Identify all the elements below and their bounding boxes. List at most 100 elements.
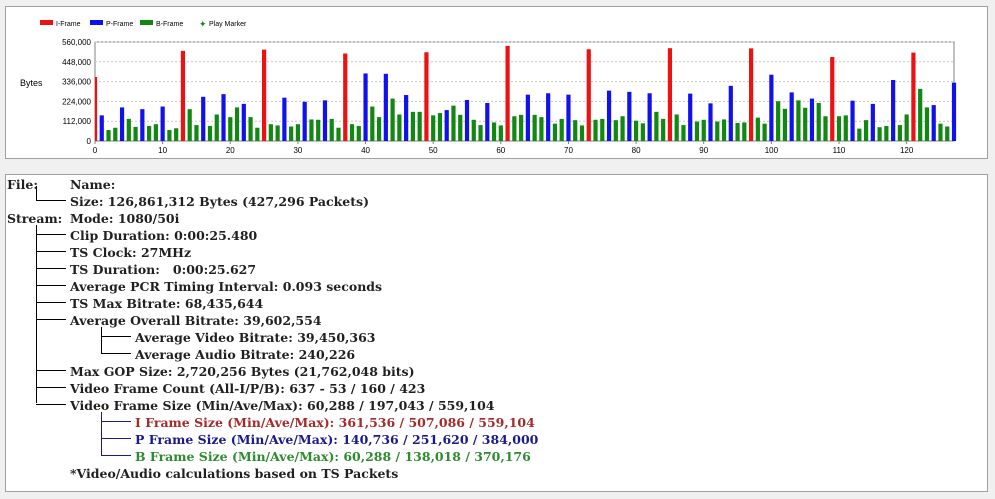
legend-label: B-Frame	[156, 21, 183, 28]
p-frame-bar	[546, 93, 551, 141]
pcr-interval-node[interactable]: Average PCR Timing Interval: 0.093 secon…	[70, 278, 382, 295]
audio-bitrate-text: Average Audio Bitrate: 240,226	[135, 347, 356, 362]
video-bitrate-node[interactable]: Average Video Bitrate: 39,450,363	[135, 329, 376, 346]
b-frame-bar	[478, 125, 483, 141]
p-frame-bar	[464, 99, 470, 141]
b-frame-bar	[471, 119, 476, 141]
stream-key: Stream:	[7, 211, 63, 226]
tree-connector	[36, 186, 37, 200]
p-frame-bar	[302, 101, 307, 141]
b-frame-bar	[431, 115, 436, 141]
legend-label: Play Marker	[209, 21, 247, 28]
overall-bitrate-node[interactable]: Average Overall Bitrate: 39,602,554	[70, 312, 322, 329]
file-key: File:	[7, 177, 38, 192]
b-frame-bar	[491, 122, 497, 141]
p-frame-bar	[809, 98, 815, 141]
b-frame-bar	[458, 114, 463, 141]
b-frame-bar	[640, 123, 645, 141]
tree-connector	[36, 387, 66, 388]
b-frame-bar	[174, 128, 179, 141]
frame-count-text: Video Frame Count (All-I/P/B): 637 - 53 …	[70, 381, 426, 396]
file-size-node[interactable]: Size: 126,861,312 Bytes (427,296 Packets…	[70, 193, 369, 210]
p-frame-bar	[525, 94, 530, 141]
b-frame-bar	[390, 98, 395, 141]
b-frame-bar	[214, 114, 219, 141]
b-frame-bar	[187, 109, 192, 141]
i-frame-size-text: I Frame Size (Min/Ave/Max): 361,536 / 50…	[135, 415, 535, 430]
b-frame-bar	[613, 120, 618, 141]
ts-clock-node[interactable]: TS Clock: 27MHz	[70, 244, 191, 261]
ts-max-bitrate-node[interactable]: TS Max Bitrate: 68,435,644	[70, 295, 263, 312]
p-frame-bar	[201, 96, 206, 141]
b-frame-bar	[512, 116, 517, 141]
p-frame-bar	[850, 100, 855, 141]
file-name-label: Name:	[70, 177, 116, 192]
b-frame-bar	[234, 107, 240, 141]
clip-duration-node[interactable]: Clip Duration: 0:00:25.480	[70, 227, 257, 244]
b-frame-bar	[721, 119, 727, 141]
p-frame-bar	[951, 82, 957, 141]
b-frame-bar	[620, 116, 625, 141]
p-frame-bar	[241, 103, 246, 141]
b-frame-bar	[904, 114, 909, 141]
file-node[interactable]: File:	[7, 176, 38, 193]
p-frame-bar	[891, 80, 896, 141]
tree-connector	[36, 200, 66, 201]
i-frame-bar	[95, 77, 98, 141]
b-frame-bar	[194, 125, 199, 141]
tree-connector	[36, 268, 66, 269]
audio-bitrate-node[interactable]: Average Audio Bitrate: 240,226	[135, 346, 355, 363]
b-frame-bar	[147, 125, 152, 141]
b-frame-size-node[interactable]: B Frame Size (Min/Ave/Max): 60,288 / 138…	[135, 448, 531, 465]
tree-connector	[36, 251, 66, 252]
b-frame-bar	[816, 102, 821, 141]
b-frame-bar	[945, 126, 950, 141]
frame-size-node[interactable]: Video Frame Size (Min/Ave/Max): 60,288 /…	[70, 397, 495, 414]
stream-info-tree[interactable]: File: Name: Size: 126,861,312 Bytes (427…	[5, 174, 988, 492]
ts-max-bitrate-text: TS Max Bitrate: 68,435,644	[70, 296, 264, 311]
play-marker-icon: ✦	[199, 20, 207, 30]
max-gop-text: Max GOP Size: 2,720,256 Bytes (21,762,04…	[70, 364, 415, 379]
b-frame-bar	[126, 118, 131, 141]
b-frame-bar	[289, 126, 294, 141]
legend-swatch	[40, 20, 53, 25]
p-frame-size-node[interactable]: P Frame Size (Min/Ave/Max): 140,736 / 25…	[135, 431, 538, 448]
stream-node[interactable]: Stream:	[7, 210, 62, 227]
p-frame-bar	[404, 95, 409, 141]
y-tick-label: 112,000	[63, 117, 92, 126]
p-frame-bar	[140, 109, 145, 141]
b-frame-bar	[884, 125, 889, 141]
overall-bitrate-text: Average Overall Bitrate: 39,602,554	[70, 313, 322, 328]
b-frame-bar	[309, 119, 314, 141]
y-tick-label: 336,000	[62, 78, 91, 87]
b-frame-bar	[924, 107, 930, 141]
b-frame-bar	[376, 117, 382, 141]
x-tick-label: 20	[226, 146, 235, 155]
p-frame-bar	[566, 94, 571, 141]
b-frame-bar	[106, 130, 111, 141]
ts-duration-node[interactable]: TS Duration: 0:00:25.627	[70, 261, 256, 278]
i-frame-bar	[830, 57, 835, 141]
b-frame-bar	[573, 120, 578, 141]
b-frame-bar	[600, 118, 605, 141]
b-frame-bar	[207, 125, 213, 141]
b-frame-bar	[863, 120, 869, 141]
b-frame-bar	[755, 117, 760, 141]
clip-duration-text: Clip Duration: 0:00:25.480	[70, 228, 258, 243]
max-gop-node[interactable]: Max GOP Size: 2,720,256 Bytes (21,762,04…	[70, 363, 415, 380]
tree-connector	[101, 421, 131, 422]
b-frame-bar	[397, 114, 402, 141]
p-frame-bar	[606, 90, 612, 141]
b-frame-bar	[539, 117, 544, 141]
file-name-node[interactable]: Name:	[70, 176, 115, 193]
b-frame-bar	[370, 106, 375, 141]
tree-connector	[36, 302, 66, 303]
video-bitrate-text: Average Video Bitrate: 39,450,363	[135, 330, 376, 345]
frame-count-node[interactable]: Video Frame Count (All-I/P/B): 637 - 53 …	[70, 380, 425, 397]
p-frame-bar	[160, 106, 165, 141]
p-frame-bar	[647, 93, 652, 141]
stream-mode-node[interactable]: Mode: 1080/50i	[70, 210, 179, 227]
b-frame-bar	[701, 119, 706, 141]
i-frame-size-node[interactable]: I Frame Size (Min/Ave/Max): 361,536 / 50…	[135, 414, 535, 431]
frame-size-chart: 560,000 448,000 336,000 224,000 112,000 00 10 2…	[20, 20, 957, 155]
